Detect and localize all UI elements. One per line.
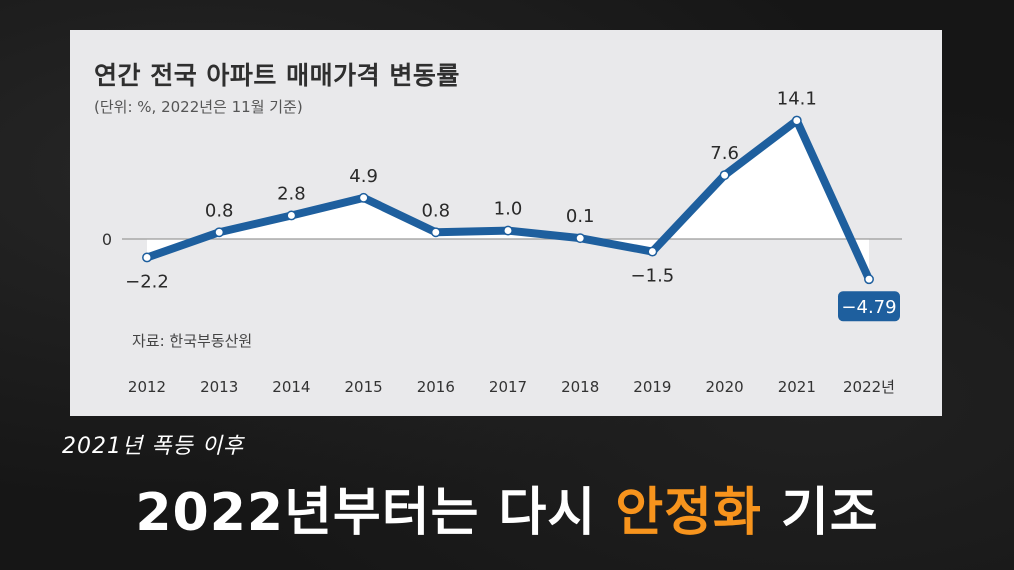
x-tick-label: 2014 bbox=[272, 378, 310, 396]
zero-label: 0 bbox=[102, 230, 112, 249]
data-label: −2.2 bbox=[125, 271, 169, 292]
data-point bbox=[142, 252, 152, 263]
x-tick-label: 2016 bbox=[417, 378, 455, 396]
x-tick-label: 2017 bbox=[489, 378, 527, 396]
data-label: 0.8 bbox=[205, 200, 234, 221]
data-point bbox=[503, 225, 513, 236]
x-tick-label: 2012 bbox=[128, 378, 166, 396]
caption-main-after: 기조 bbox=[761, 483, 879, 543]
data-label: 14.1 bbox=[777, 89, 817, 110]
caption-main: 2022년부터는 다시 안정화 기조 bbox=[0, 470, 1014, 545]
data-point bbox=[358, 192, 369, 203]
data-point bbox=[719, 170, 730, 181]
data-label: 0.1 bbox=[566, 206, 595, 227]
caption-sub: 2021년 폭등 이후 bbox=[62, 434, 245, 459]
data-point bbox=[647, 246, 658, 257]
data-label: 4.9 bbox=[349, 166, 378, 187]
x-tick-label: 2015 bbox=[345, 378, 383, 396]
caption-main-before: 2022년부터는 다시 bbox=[135, 483, 616, 543]
chart-subtitle: (단위: %, 2022년은 11월 기준) bbox=[94, 98, 303, 116]
data-label: 1.0 bbox=[494, 199, 523, 220]
data-point bbox=[575, 233, 586, 244]
x-tick-label: 2022년 bbox=[843, 378, 895, 396]
line-chart: 0 −2.2 0.8 2.8 4.9 0.8 1.0 0.1 −1.5 7.6 14.1 −4.79 2… bbox=[102, 89, 902, 396]
area-fill bbox=[147, 120, 869, 280]
data-label: 0.8 bbox=[421, 200, 450, 221]
chart-title: 연간 전국 아파트 매매가격 변동률 bbox=[94, 61, 460, 90]
chart-source: 자료: 한국부동산원 bbox=[132, 332, 253, 350]
data-point bbox=[214, 227, 225, 238]
caption-main-highlight: 안정화 bbox=[615, 483, 762, 543]
x-tick-label: 2018 bbox=[561, 378, 599, 396]
data-point bbox=[864, 274, 874, 285]
data-point bbox=[791, 115, 802, 126]
data-label: 2.8 bbox=[277, 183, 306, 204]
data-label: 7.6 bbox=[710, 143, 739, 164]
highlight-label-bg bbox=[838, 291, 900, 322]
x-tick-label: 2020 bbox=[706, 378, 744, 396]
data-point bbox=[430, 227, 441, 238]
data-point bbox=[286, 210, 297, 221]
chart-card: 0 −2.2 0.8 2.8 4.9 0.8 1.0 0.1 −1.5 7.6 14.1 −4.79 2… bbox=[70, 30, 942, 416]
x-tick-label: 2013 bbox=[200, 378, 238, 396]
data-label: −1.5 bbox=[631, 266, 675, 287]
data-label: −4.79 bbox=[841, 297, 896, 318]
x-tick-label: 2021 bbox=[778, 378, 816, 396]
x-tick-label: 2019 bbox=[633, 378, 671, 396]
